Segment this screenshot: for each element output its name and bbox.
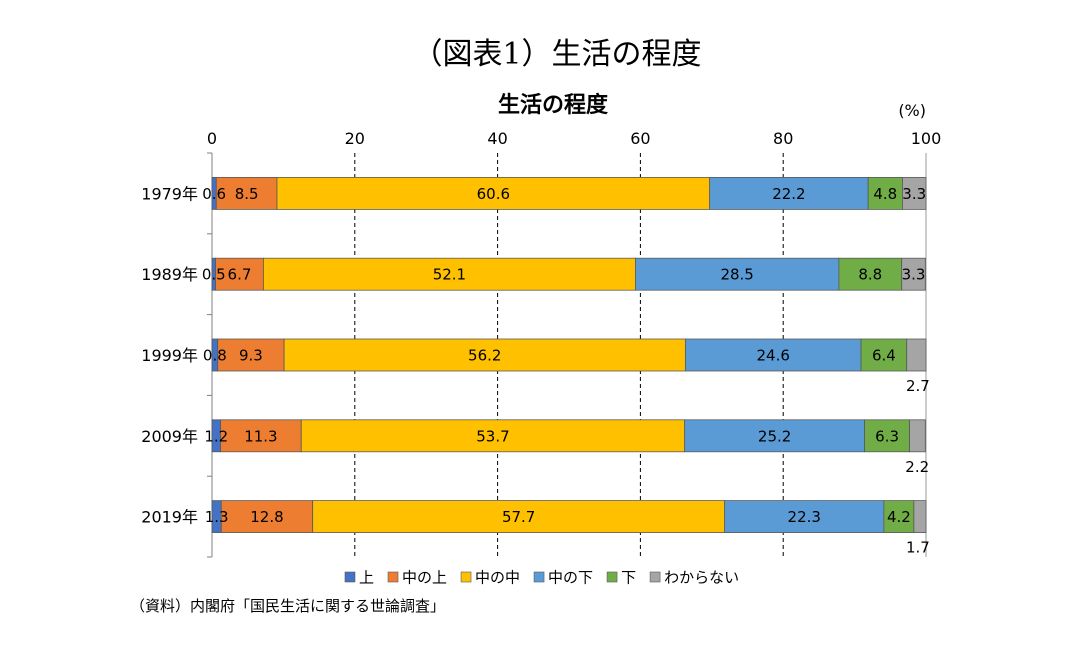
data-label: 56.2 [468, 347, 501, 365]
data-label: 1.7 [906, 539, 930, 557]
bar-segment [901, 257, 926, 291]
data-label: 0.5 [202, 266, 226, 284]
data-label: 9.3 [239, 347, 263, 365]
data-label: 28.5 [720, 266, 753, 284]
legend-label: 下 [621, 569, 636, 587]
category-label: 2009年 [141, 427, 198, 446]
data-label: 22.3 [788, 508, 821, 526]
legend-label: わからない [664, 569, 739, 587]
x-tick-label: 100 [911, 129, 942, 148]
chart-title: 生活の程度 [498, 92, 609, 118]
category-label: 1979年 [141, 184, 198, 203]
bar-segment [902, 176, 927, 210]
data-label: 0.6 [202, 185, 226, 203]
legend-swatch [460, 571, 472, 583]
data-label: 57.7 [502, 508, 535, 526]
data-label: 6.7 [228, 266, 252, 284]
bar-segment [283, 338, 686, 372]
bar-segment [838, 257, 903, 291]
x-tick-label: 80 [773, 129, 793, 148]
bar-segment [860, 338, 908, 372]
bar-segment [906, 338, 927, 372]
x-tick-label: 20 [345, 129, 365, 148]
bar-segment [864, 419, 910, 453]
bar-segment [913, 500, 927, 534]
data-label: 2.2 [905, 458, 929, 476]
source-note: （資料）内閣府「国民生活に関する世論調査」 [130, 597, 445, 615]
x-tick-label: 60 [630, 129, 650, 148]
bar-segment [709, 176, 869, 210]
bar-segment [215, 176, 278, 210]
data-label: 4.2 [887, 508, 911, 526]
data-label: 60.6 [477, 185, 510, 203]
data-label: 6.3 [875, 427, 899, 445]
legend-label: 上 [359, 569, 374, 587]
data-label: 52.1 [433, 266, 466, 284]
bar-segment [867, 176, 903, 210]
legend-label: 中の中 [475, 569, 520, 587]
bar-segment [263, 257, 636, 291]
bars [211, 176, 927, 534]
data-label: 8.5 [235, 185, 259, 203]
legend-swatch [387, 571, 399, 583]
data-label: 2.7 [906, 377, 930, 395]
bar-segment [215, 257, 264, 291]
unit-label: (%) [898, 101, 926, 120]
data-label: 12.8 [250, 508, 283, 526]
data-label: 1.2 [204, 427, 228, 445]
data-label: 11.3 [244, 427, 277, 445]
data-label: 1.3 [205, 508, 229, 526]
data-labels: 0.6 8.5 60.6 22.2 4.8 3.3 0.5 6.7 52.1 28.5 8.8 3.3… [202, 185, 930, 557]
data-label: 25.2 [758, 427, 791, 445]
legend-swatch [606, 571, 618, 583]
axes: 0 20 40 60 80 100 1979年 1989年 1999年 2009年 2019年 [141, 129, 942, 558]
figure-title: （図表1）生活の程度 [412, 37, 701, 72]
data-label: 3.3 [902, 266, 926, 284]
legend-swatch [649, 571, 661, 583]
legend-swatch [533, 571, 545, 583]
bar-segment [724, 500, 885, 534]
data-label: 8.8 [858, 266, 882, 284]
bar-segment [909, 419, 926, 453]
category-label: 1989年 [141, 265, 198, 284]
bar-segment [220, 419, 302, 453]
x-tick-label: 0 [207, 129, 217, 148]
legend-label: 中の下 [548, 569, 593, 587]
bar-segment [300, 419, 686, 453]
category-label: 1999年 [141, 346, 198, 365]
data-label: 4.8 [873, 185, 897, 203]
bar-segment [312, 500, 726, 534]
x-tick-label: 40 [487, 129, 507, 148]
data-label: 22.2 [772, 185, 805, 203]
bar-segment [635, 257, 840, 291]
data-label: 24.6 [757, 347, 790, 365]
legend: 上 中の上 中の中 中の下 下 わからない [344, 569, 739, 587]
legend-label: 中の上 [402, 569, 447, 587]
category-label: 2019年 [141, 508, 198, 527]
data-label: 0.8 [203, 347, 227, 365]
legend-swatch [344, 571, 356, 583]
data-label: 3.3 [902, 185, 926, 203]
bar-segment [217, 338, 285, 372]
bar-segment [883, 500, 915, 534]
bar-segment [276, 176, 711, 210]
data-label: 53.7 [476, 427, 509, 445]
data-label: 6.4 [872, 347, 896, 365]
